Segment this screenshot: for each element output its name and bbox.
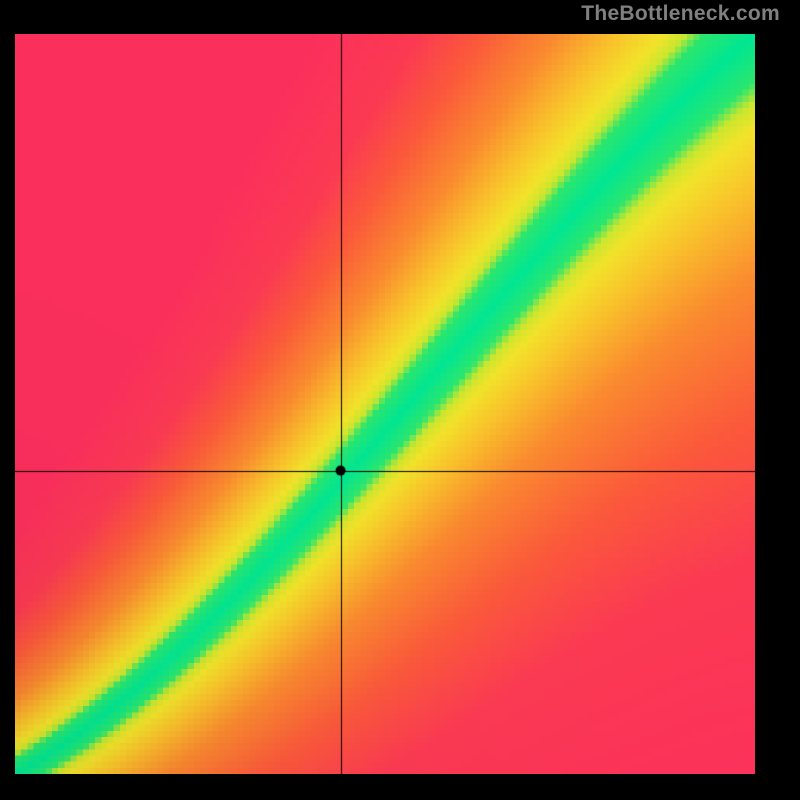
watermark-label: TheBottleneck.com xyxy=(581,2,780,26)
crosshair-overlay xyxy=(15,34,755,774)
